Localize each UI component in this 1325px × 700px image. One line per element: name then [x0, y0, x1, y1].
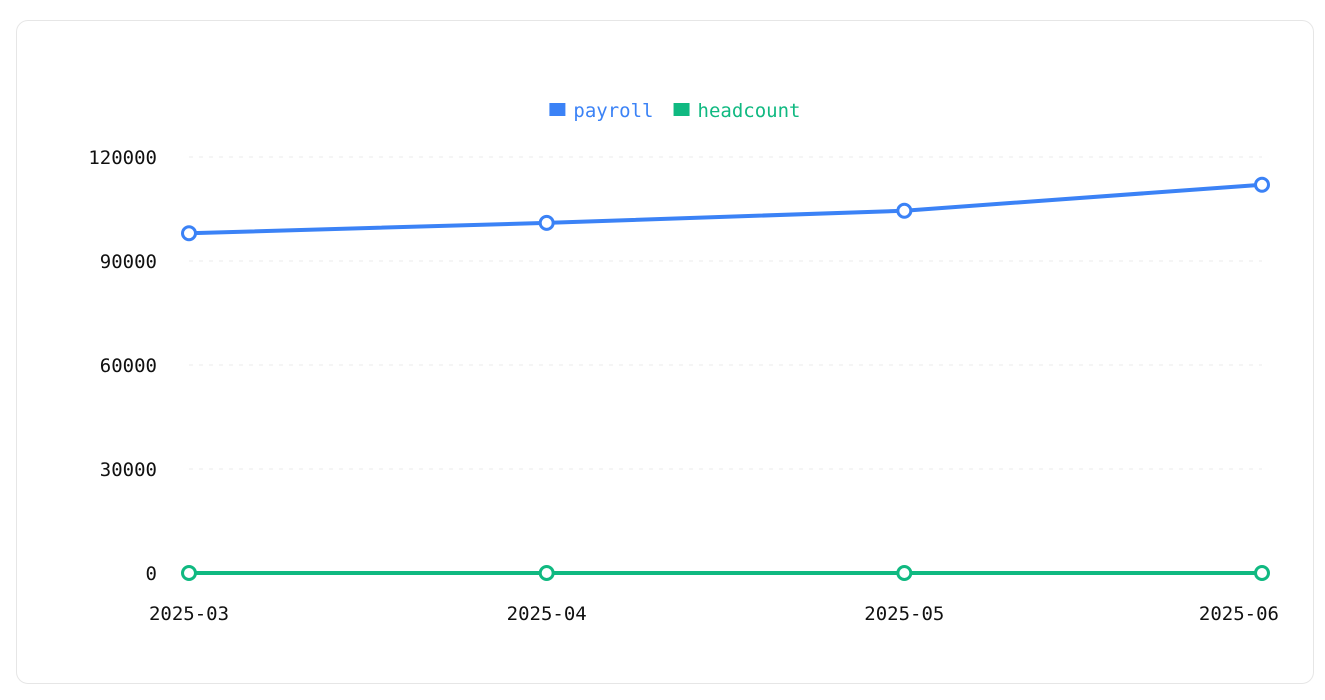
data-point-headcount[interactable] [538, 565, 555, 581]
y-tick-label: 0 [146, 563, 157, 585]
series-line-payroll [187, 182, 1264, 236]
data-point-payroll[interactable] [1254, 176, 1270, 193]
data-point-headcount[interactable] [896, 565, 913, 581]
data-point-headcount[interactable] [1254, 565, 1270, 581]
y-axis-ticks: 0 30000 60000 90000 120000 [88, 147, 157, 585]
legend-label-headcount[interactable]: headcount [698, 100, 801, 122]
data-point-payroll[interactable] [181, 225, 197, 242]
legend-swatch-headcount [673, 103, 690, 116]
x-axis-ticks: 2025-03 2025-04 2025-05 2025-06 [149, 603, 1279, 625]
legend-label-payroll[interactable]: payroll [573, 100, 653, 122]
y-tick-label: 60000 [100, 355, 157, 377]
legend-swatch-payroll [549, 103, 566, 116]
x-tick-label: 2025-06 [1199, 603, 1279, 625]
data-point-headcount[interactable] [181, 565, 197, 581]
y-tick-label: 90000 [100, 251, 157, 273]
data-point-payroll[interactable] [896, 202, 913, 219]
x-tick-label: 2025-04 [507, 603, 587, 625]
x-tick-label: 2025-03 [149, 603, 229, 625]
y-tick-label: 120000 [88, 147, 157, 169]
series-lines [181, 176, 1270, 581]
legend: payroll headcount [549, 100, 801, 122]
grid-lines [189, 156, 1262, 470]
data-point-payroll[interactable] [538, 214, 555, 231]
x-tick-label: 2025-05 [864, 603, 944, 625]
y-tick-label: 30000 [100, 459, 157, 481]
